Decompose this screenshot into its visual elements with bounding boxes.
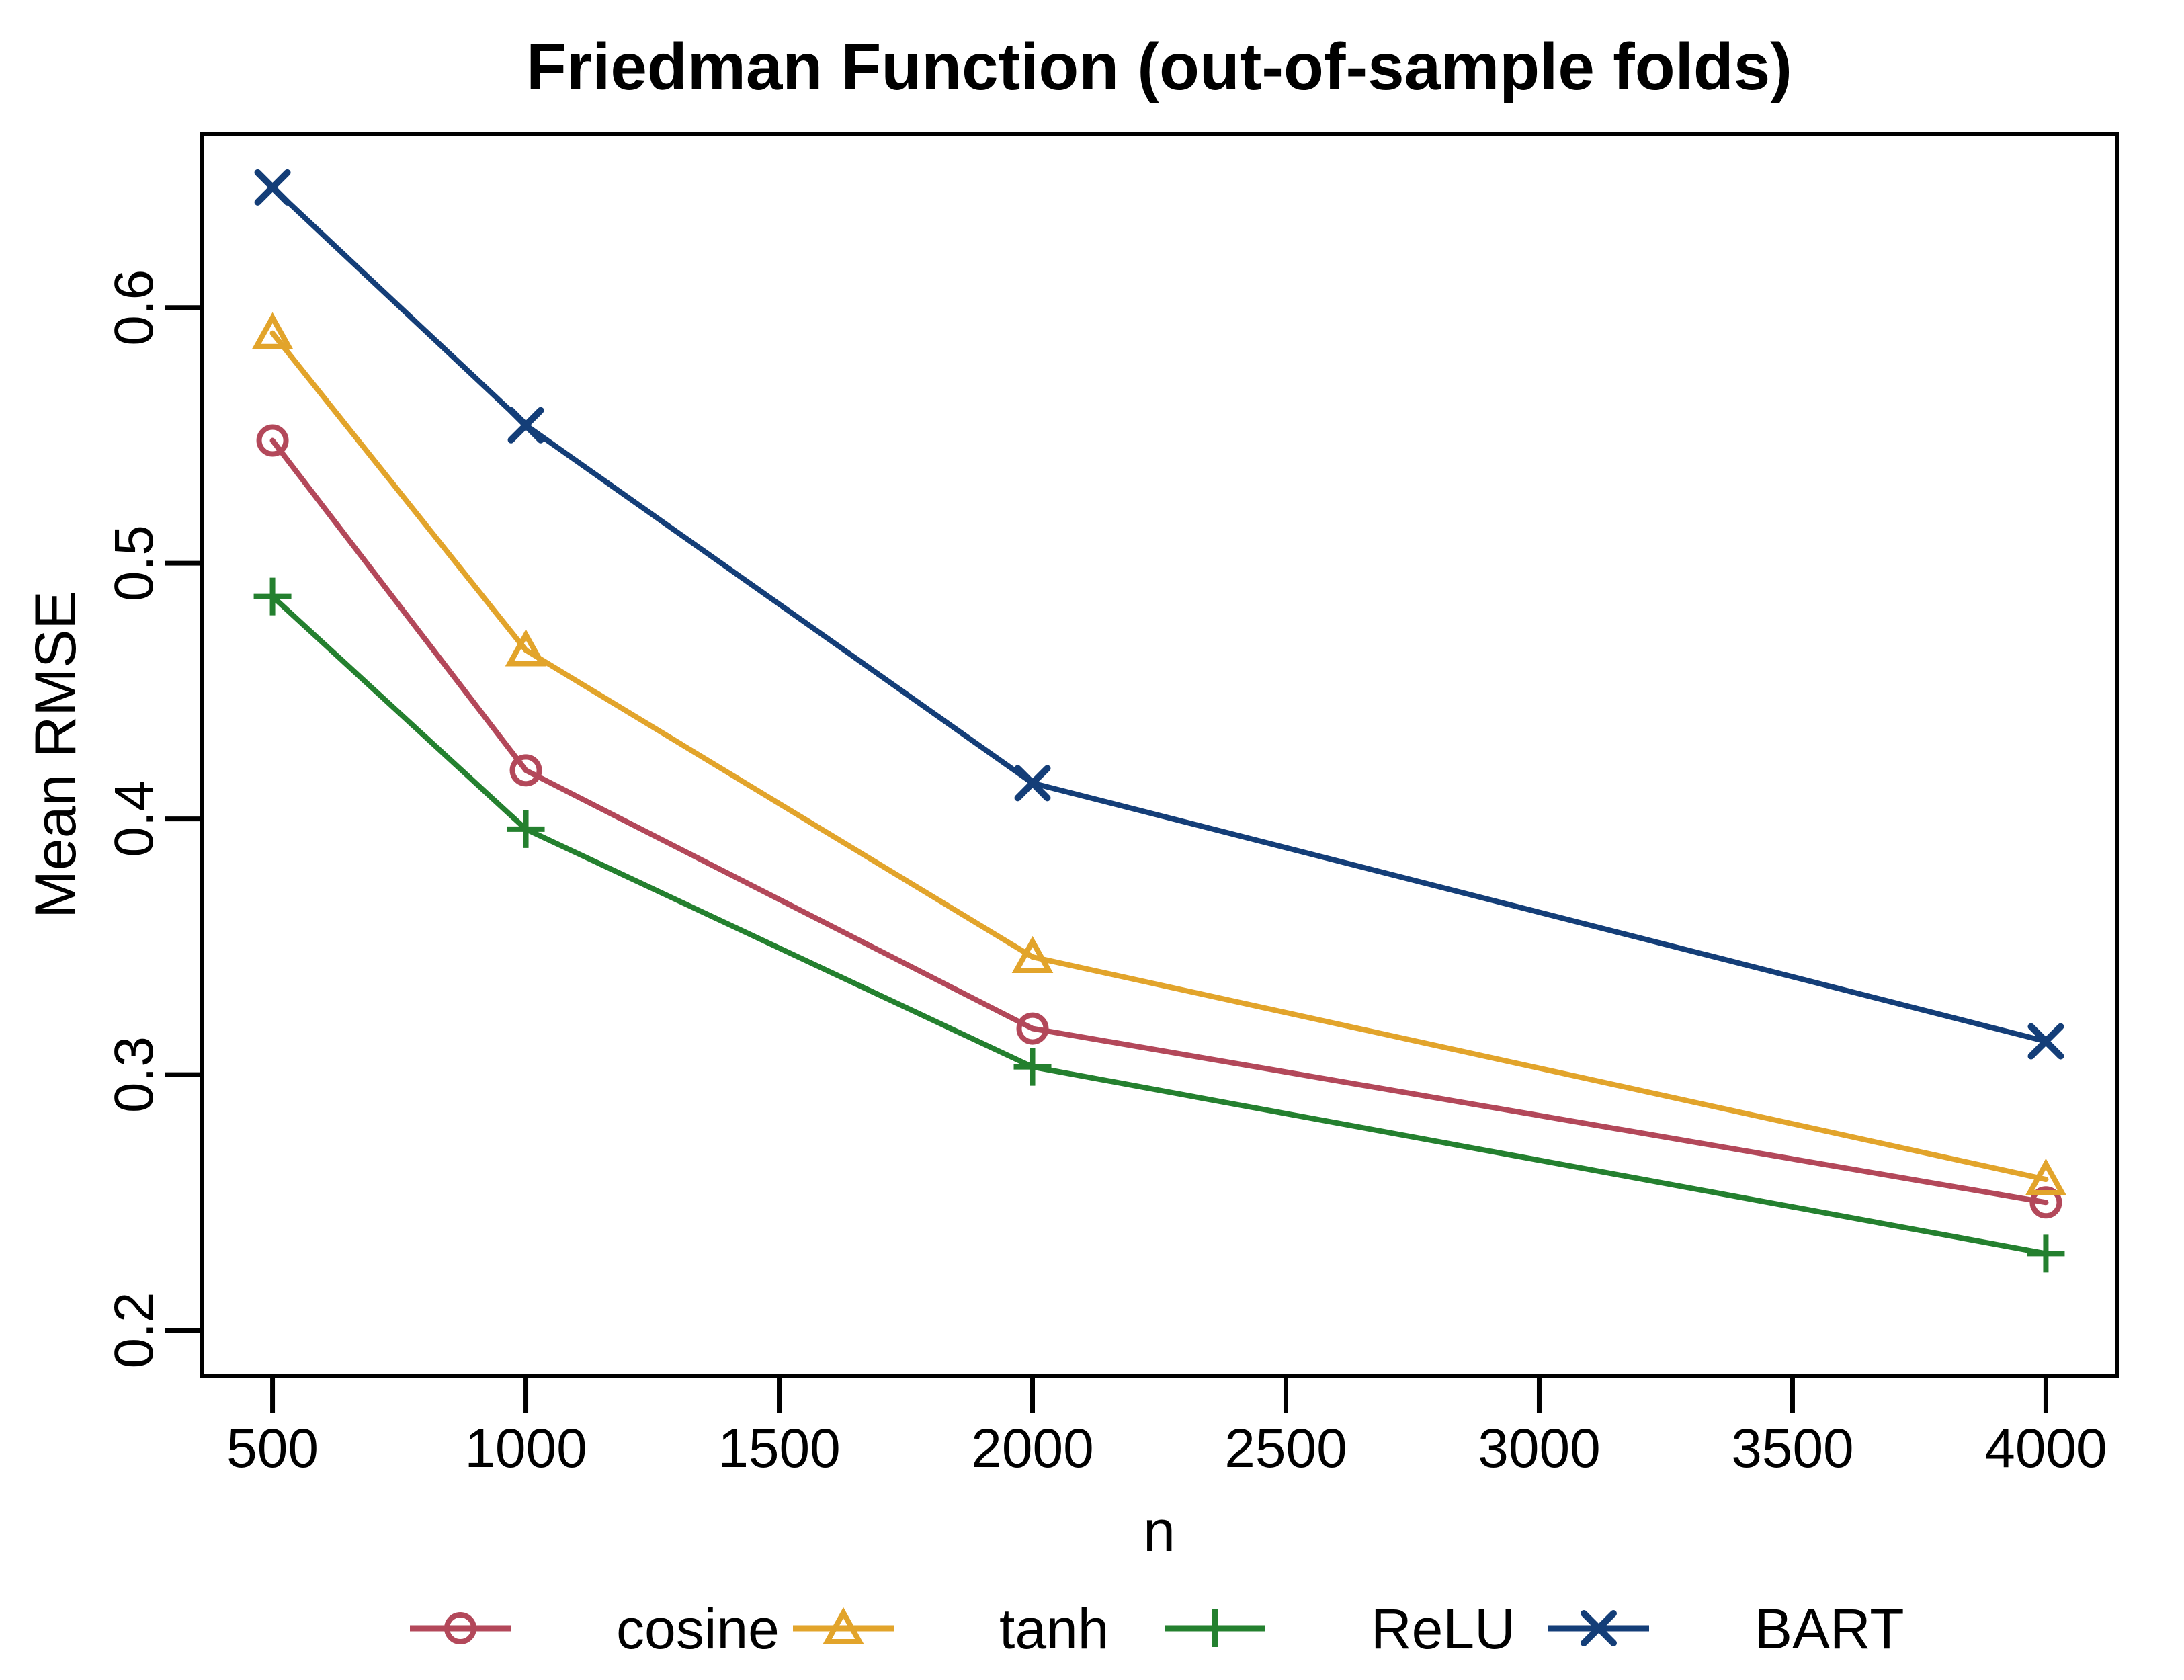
marker-BART-3	[2027, 1023, 2064, 1060]
legend-marker-BART	[1581, 1610, 1617, 1646]
y-tick-label: 0.4	[103, 781, 165, 857]
y-tick-label: 0.3	[103, 1036, 165, 1113]
y-axis-label: Mean RMSE	[24, 591, 88, 919]
marker-BART-2	[1014, 765, 1051, 802]
x-tick-label: 2500	[1224, 1418, 1347, 1479]
marker-tanh-2	[1011, 935, 1054, 974]
chart-title: Friedman Function (out-of-sample folds)	[526, 30, 1792, 103]
legend-item-ReLU: ReLU	[1165, 1597, 1515, 1661]
series-line-cosine	[269, 437, 2049, 1206]
legend-marker-ReLU	[1196, 1609, 1234, 1647]
x-axis-label: n	[1143, 1499, 1175, 1564]
y-axis-ticks: 0.2 0.3 0.4 0.5 0.6	[103, 269, 202, 1369]
marker-BART-1	[507, 407, 544, 444]
series-layer	[251, 169, 2067, 1273]
series-line-tanh	[269, 330, 2049, 1183]
series-line-BART	[269, 184, 2049, 1044]
marker-ReLU-0	[253, 577, 292, 616]
legend-marker-cosine	[444, 1612, 476, 1644]
marker-tanh-3	[2025, 1158, 2067, 1196]
x-tick-label: 1000	[464, 1418, 587, 1479]
marker-cosine-2	[1016, 1012, 1049, 1045]
legend-label-BART: BART	[1755, 1597, 1904, 1661]
y-tick-label: 0.5	[103, 525, 165, 601]
x-tick-label: 4000	[1984, 1418, 2107, 1479]
x-tick-label: 2000	[971, 1418, 1093, 1479]
legend: cosine tanh ReLU BART	[410, 1597, 1904, 1661]
y-tick-label: 0.2	[103, 1292, 165, 1369]
x-tick-label: 3000	[1478, 1418, 1600, 1479]
legend-label-tanh: tanh	[999, 1597, 1109, 1661]
legend-item-cosine: cosine	[410, 1597, 780, 1661]
marker-ReLU-3	[2027, 1234, 2065, 1273]
legend-label-ReLU: ReLU	[1371, 1597, 1515, 1661]
marker-cosine-1	[509, 754, 542, 787]
marker-ReLU-2	[1013, 1048, 1052, 1086]
marker-BART-0	[254, 169, 291, 206]
legend-marker-tanh	[823, 1607, 864, 1644]
plot-border	[200, 132, 2119, 1378]
marker-ReLU-1	[507, 810, 545, 848]
legend-label-cosine: cosine	[616, 1597, 780, 1661]
series-line-ReLU	[269, 593, 2049, 1257]
y-tick-label: 0.6	[103, 269, 165, 346]
marker-tanh-0	[251, 312, 294, 349]
x-tick-label: 1500	[718, 1418, 840, 1479]
x-tick-label: 3500	[1731, 1418, 1853, 1479]
marker-cosine-3	[2029, 1186, 2062, 1219]
legend-item-BART: BART	[1548, 1597, 1904, 1661]
x-axis-ticks: 500 1000 1500 2000 2500 3000 3500 4000	[226, 1376, 2107, 1479]
marker-cosine-0	[256, 424, 289, 457]
x-tick-label: 500	[226, 1418, 319, 1479]
legend-item-tanh: tanh	[793, 1597, 1109, 1661]
marker-tanh-1	[505, 629, 547, 667]
